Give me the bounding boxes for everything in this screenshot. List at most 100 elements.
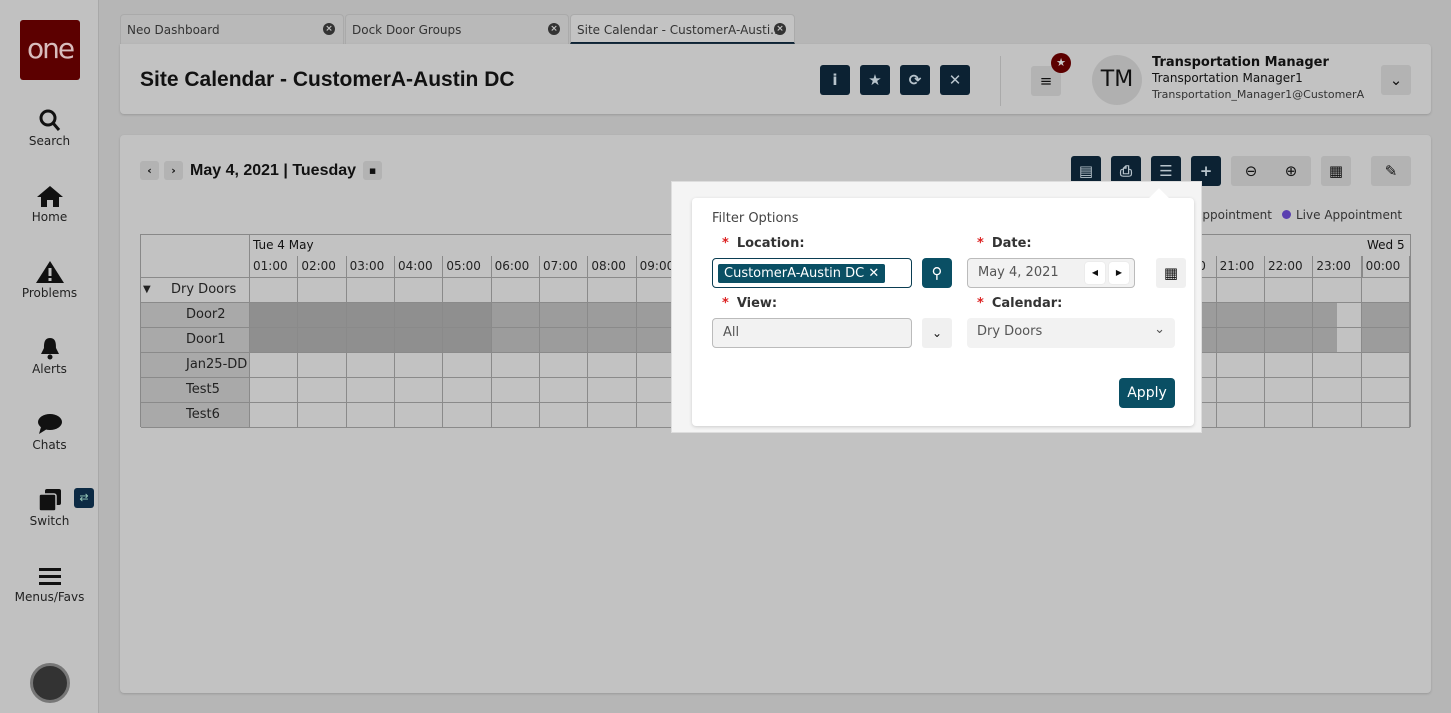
calendar-cell[interactable] bbox=[1216, 328, 1265, 353]
calendar-cell[interactable] bbox=[491, 328, 540, 353]
logo[interactable]: one bbox=[20, 20, 80, 80]
collapse-icon[interactable]: ▼ bbox=[143, 284, 151, 295]
calendar-cell[interactable] bbox=[491, 303, 540, 328]
view-select[interactable]: All bbox=[712, 318, 912, 348]
calendar-cell[interactable] bbox=[1265, 278, 1314, 303]
calendar-cell[interactable] bbox=[395, 303, 444, 328]
calendar-cell[interactable] bbox=[1313, 328, 1362, 353]
calendar-cell[interactable] bbox=[250, 353, 299, 378]
sidebar-item-switch[interactable]: Switch bbox=[0, 488, 99, 528]
calendar-cell[interactable] bbox=[540, 278, 589, 303]
calendar-cell[interactable] bbox=[540, 378, 589, 403]
calendar-cell[interactable] bbox=[1361, 328, 1410, 353]
close-button[interactable]: ✕ bbox=[940, 65, 970, 95]
calendar-cell[interactable] bbox=[443, 303, 492, 328]
sidebar-item-alerts[interactable]: Alerts bbox=[0, 336, 99, 376]
zoom-out-button[interactable]: ⊖ bbox=[1244, 162, 1258, 180]
prev-day-button[interactable]: ‹ bbox=[140, 161, 159, 180]
calendar-cell[interactable] bbox=[1313, 303, 1362, 328]
calendar-cell[interactable] bbox=[298, 353, 347, 378]
calendar-cell[interactable] bbox=[491, 403, 540, 428]
calendar-cell[interactable] bbox=[491, 278, 540, 303]
favorite-button[interactable]: ★ bbox=[860, 65, 890, 95]
sidebar-item-home[interactable]: Home bbox=[0, 184, 99, 224]
calendar-cell[interactable] bbox=[1361, 353, 1410, 378]
calendar-cell[interactable] bbox=[346, 353, 395, 378]
calendar-cell[interactable] bbox=[1216, 303, 1265, 328]
calendar-cell[interactable] bbox=[346, 303, 395, 328]
row-label[interactable]: Test5 bbox=[141, 378, 250, 403]
row-label[interactable]: Jan25-DD bbox=[141, 353, 250, 378]
calendar-cell[interactable] bbox=[395, 328, 444, 353]
calendar-cell[interactable] bbox=[250, 303, 299, 328]
calendar-cell[interactable] bbox=[298, 328, 347, 353]
calendar-cell[interactable] bbox=[1265, 378, 1314, 403]
avatar[interactable]: TM bbox=[1092, 55, 1142, 105]
calendar-cell[interactable] bbox=[298, 378, 347, 403]
calendar-select[interactable]: Dry Doors ⌄ bbox=[967, 318, 1175, 348]
calendar-button[interactable]: ▦ bbox=[1321, 156, 1351, 186]
calendar-cell[interactable] bbox=[395, 353, 444, 378]
row-label[interactable]: Door2 bbox=[141, 303, 250, 328]
remove-chip-icon[interactable]: ✕ bbox=[868, 266, 880, 281]
calendar-cell[interactable] bbox=[540, 353, 589, 378]
tab-site-calendar[interactable]: Site Calendar - CustomerA-Austi... × bbox=[570, 14, 795, 44]
calendar-cell[interactable] bbox=[588, 303, 637, 328]
calendar-cell[interactable] bbox=[298, 278, 347, 303]
sidebar-item-search[interactable]: Search bbox=[0, 108, 99, 148]
calendar-cell[interactable] bbox=[443, 378, 492, 403]
calendar-cell[interactable] bbox=[298, 403, 347, 428]
calendar-cell[interactable] bbox=[250, 278, 299, 303]
date-input[interactable]: May 4, 2021 bbox=[967, 258, 1135, 288]
location-search-button[interactable]: ⚲ bbox=[922, 258, 952, 288]
calendar-cell[interactable] bbox=[540, 403, 589, 428]
date-prev-button[interactable]: ◀ bbox=[1085, 262, 1105, 284]
calendar-cell[interactable] bbox=[1216, 278, 1265, 303]
row-label[interactable]: Door1 bbox=[141, 328, 250, 353]
info-button[interactable]: i bbox=[820, 65, 850, 95]
switch-badge-icon[interactable]: ⇄ bbox=[74, 488, 94, 508]
sidebar-item-chats[interactable]: Chats bbox=[0, 412, 99, 452]
sidebar-item-problems[interactable]: Problems bbox=[0, 260, 99, 300]
calendar-cell[interactable] bbox=[491, 378, 540, 403]
calendar-cell[interactable] bbox=[395, 278, 444, 303]
calendar-cell[interactable] bbox=[588, 378, 637, 403]
calendar-cell[interactable] bbox=[1313, 378, 1362, 403]
calendar-cell[interactable] bbox=[1313, 403, 1362, 428]
group-row-dry-doors[interactable]: ▼ Dry Doors bbox=[141, 278, 250, 303]
calendar-cell[interactable] bbox=[443, 353, 492, 378]
close-icon[interactable]: × bbox=[774, 23, 786, 35]
calendar-cell[interactable] bbox=[1361, 403, 1410, 428]
favorites-badge-icon[interactable]: ★ bbox=[1051, 53, 1071, 73]
view-dropdown-chevron-icon[interactable]: ⌄ bbox=[922, 318, 952, 348]
calendar-cell[interactable] bbox=[346, 278, 395, 303]
calendar-cell[interactable] bbox=[250, 403, 299, 428]
calendar-cell[interactable] bbox=[588, 353, 637, 378]
calendar-cell[interactable] bbox=[1216, 378, 1265, 403]
calendar-cell[interactable] bbox=[1216, 353, 1265, 378]
refresh-button[interactable]: ⟳ bbox=[900, 65, 930, 95]
calendar-cell[interactable] bbox=[346, 328, 395, 353]
chevron-down-icon[interactable]: ⌄ bbox=[1381, 65, 1411, 95]
apply-button[interactable]: Apply bbox=[1119, 378, 1175, 408]
calendar-cell[interactable] bbox=[443, 403, 492, 428]
calendar-cell[interactable] bbox=[443, 278, 492, 303]
location-input[interactable]: CustomerA-Austin DC ✕ bbox=[712, 258, 912, 288]
zoom-in-button[interactable]: ⊕ bbox=[1284, 162, 1298, 180]
date-next-button[interactable]: ▶ bbox=[1109, 262, 1129, 284]
calendar-cell[interactable] bbox=[540, 303, 589, 328]
calendar-cell[interactable] bbox=[443, 328, 492, 353]
sidebar-item-menus[interactable]: Menus/Favs bbox=[0, 566, 99, 604]
calendar-icon[interactable]: ▪ bbox=[363, 161, 383, 180]
calendar-cell[interactable] bbox=[1265, 328, 1314, 353]
calendar-cell[interactable] bbox=[588, 328, 637, 353]
calendar-cell[interactable] bbox=[395, 378, 444, 403]
calendar-cell[interactable] bbox=[395, 403, 444, 428]
calendar-cell[interactable] bbox=[250, 378, 299, 403]
calendar-cell[interactable] bbox=[1313, 353, 1362, 378]
calendar-cell[interactable] bbox=[1361, 303, 1410, 328]
calendar-cell[interactable] bbox=[491, 353, 540, 378]
calendar-cell[interactable] bbox=[1216, 403, 1265, 428]
calendar-cell[interactable] bbox=[346, 378, 395, 403]
calendar-cell[interactable] bbox=[1265, 403, 1314, 428]
